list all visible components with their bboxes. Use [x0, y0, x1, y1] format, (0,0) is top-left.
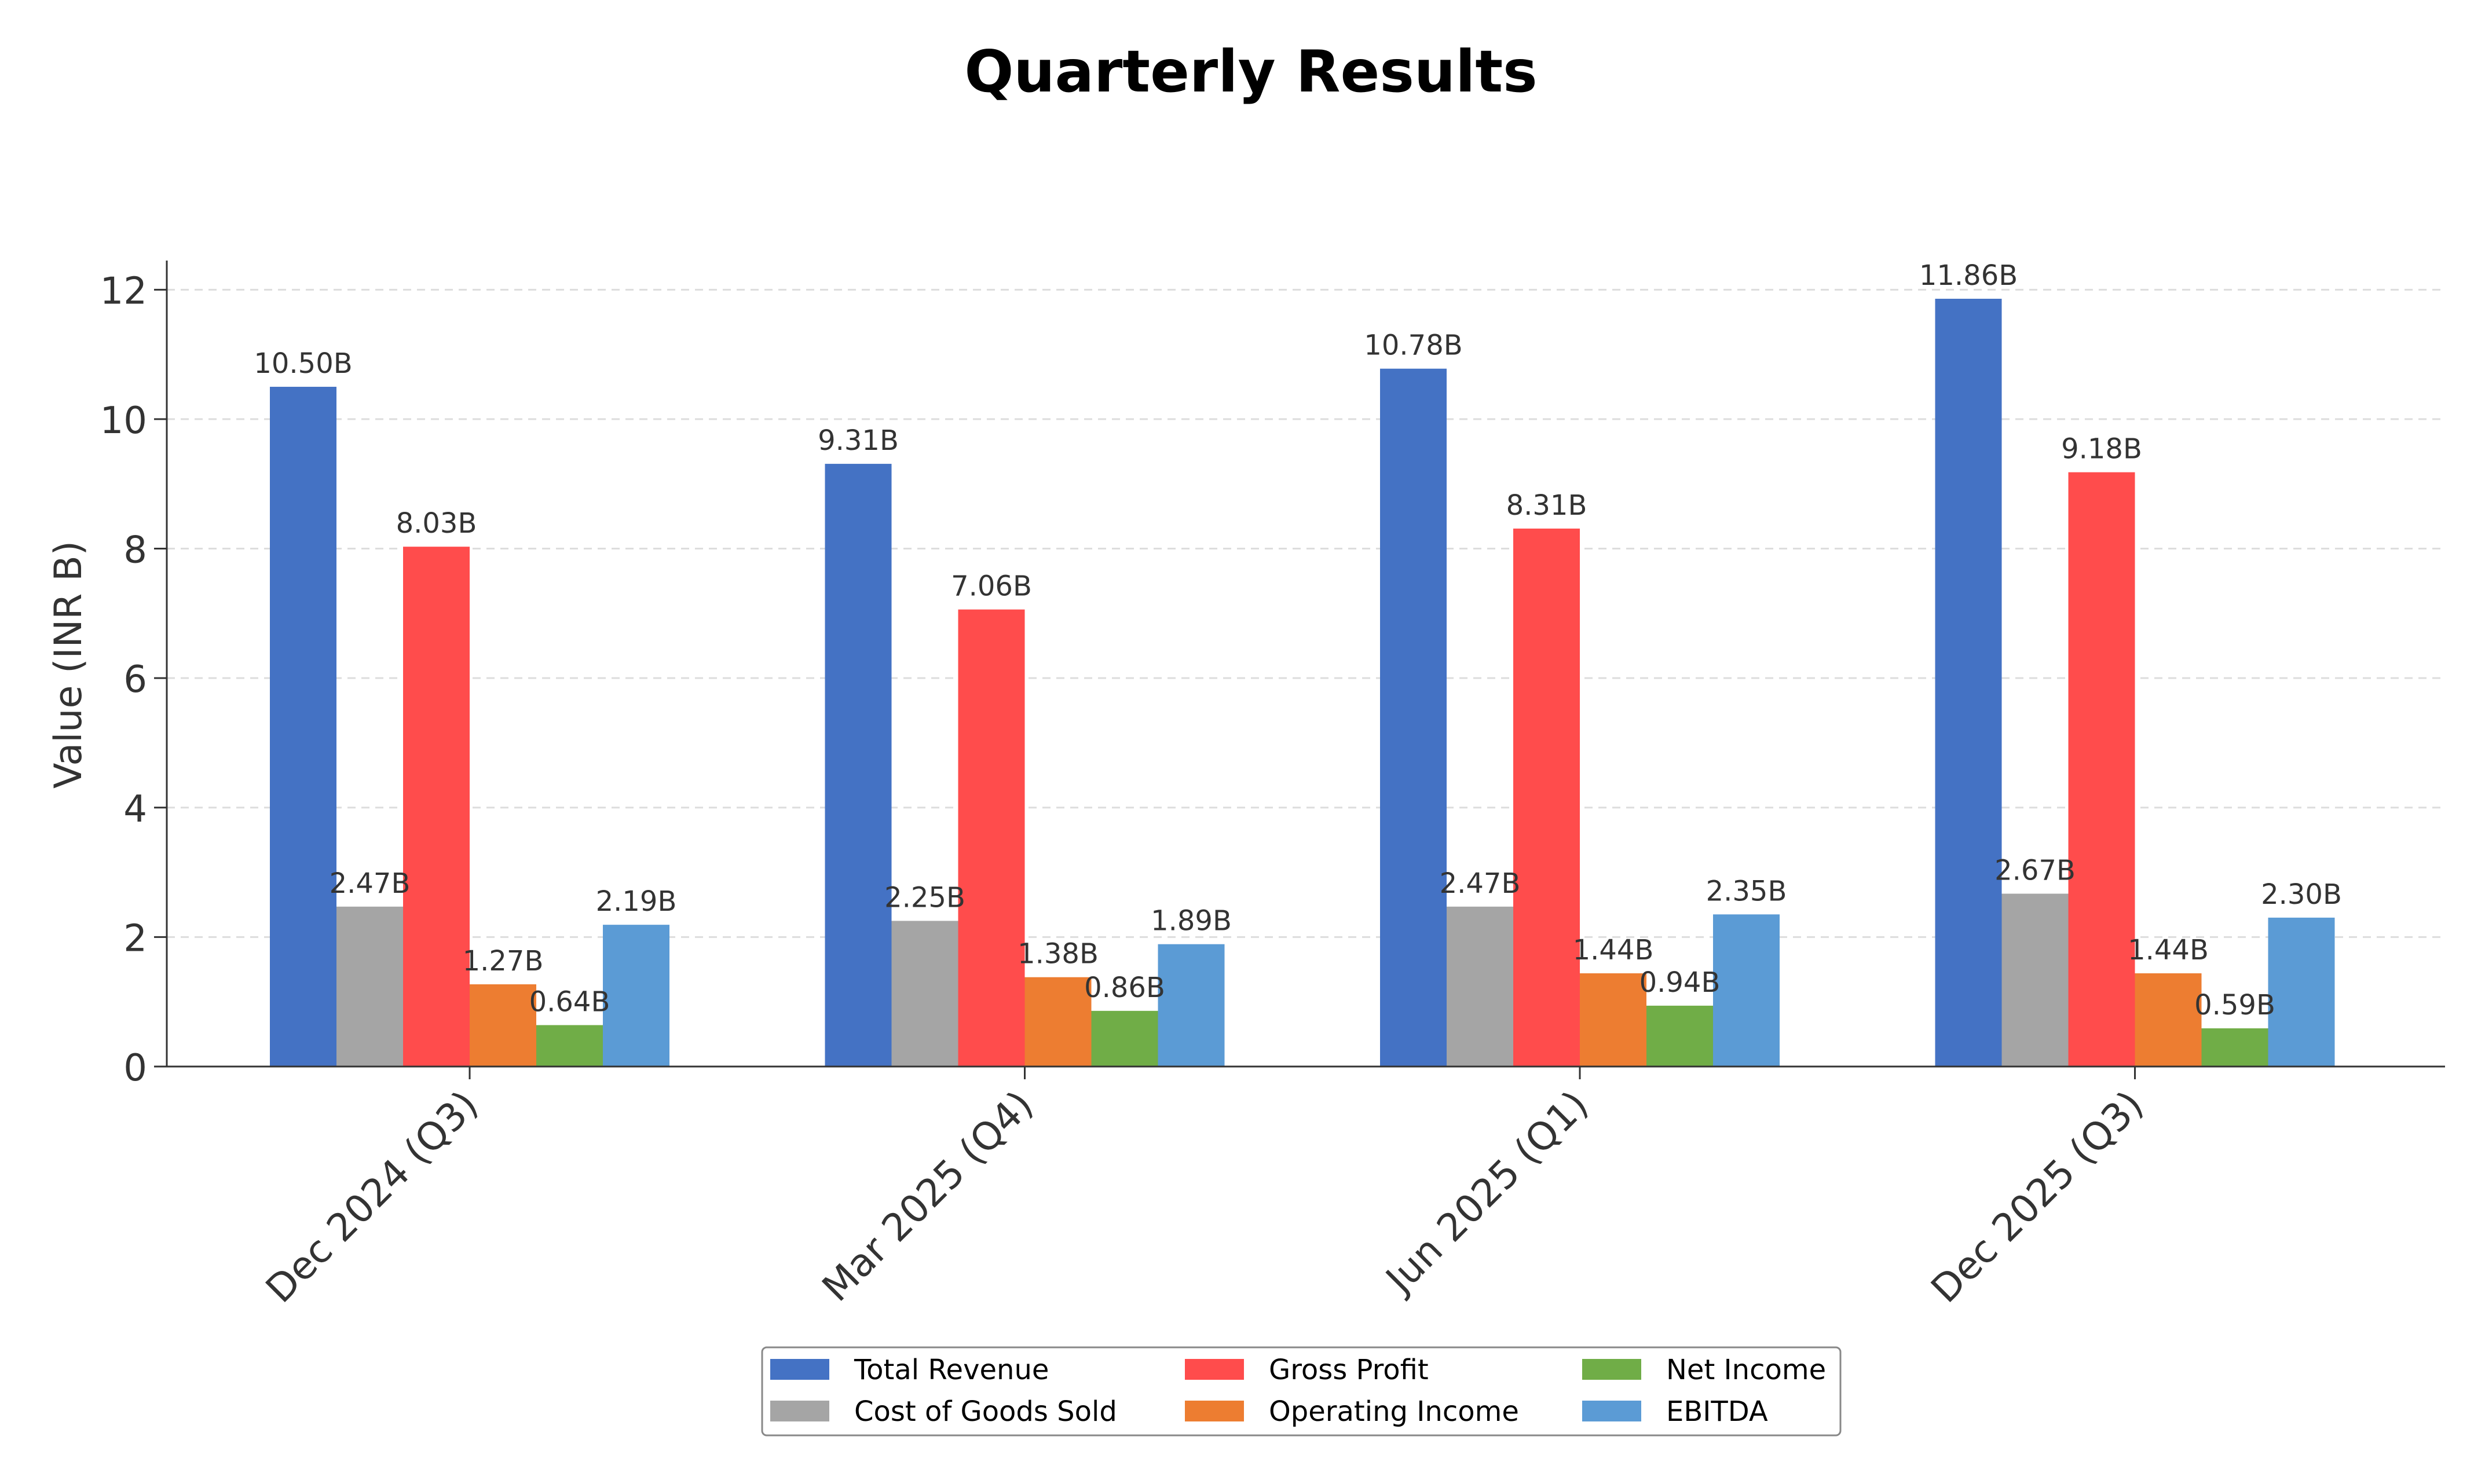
bar-ebitda: [1713, 914, 1780, 1067]
bar-value-label: 10.78B: [1364, 329, 1462, 362]
bar-operating-income: [1024, 977, 1092, 1067]
legend-entry-label: Net Income: [1666, 1354, 1826, 1386]
legend-swatch: [1185, 1359, 1244, 1380]
bar-value-label: 1.44B: [1573, 934, 1654, 966]
bar-net-income: [1091, 1010, 1158, 1067]
legend: Total Revenue Cost of Goods Sold Gross Pro…: [761, 1346, 1842, 1437]
y-tick-label: 6: [123, 658, 147, 701]
bar-value-label: 2.19B: [596, 885, 677, 918]
bar-gross-profit: [2068, 472, 2135, 1067]
bar-total-revenue: [270, 387, 336, 1067]
bar-value-label: 9.31B: [818, 424, 899, 457]
bar-value-label: 8.31B: [1506, 489, 1587, 522]
bar-value-label: 1.89B: [1151, 905, 1232, 937]
bar-gross-profit: [1513, 528, 1580, 1067]
bar-value-label: 11.86B: [1919, 259, 2018, 292]
bar-ebitda: [1158, 944, 1225, 1067]
legend-swatch: [1582, 1401, 1641, 1421]
y-tick-label: 12: [100, 270, 147, 313]
legend-swatch: [770, 1401, 829, 1421]
bar-value-label: 7.06B: [951, 570, 1032, 603]
bar-operating-income: [1580, 973, 1646, 1067]
x-tick-label: Dec 2024 (Q3): [257, 1082, 486, 1311]
bars: [270, 298, 2335, 1067]
bar-net-income: [2201, 1028, 2268, 1067]
legend-frame: [761, 1346, 1842, 1437]
bar-cost-of-goods-sold: [891, 921, 958, 1067]
bar-gross-profit: [403, 547, 470, 1067]
bar-net-income: [1646, 1005, 1713, 1067]
bar-value-label: 0.86B: [1084, 972, 1165, 1004]
bar-value-label: 10.50B: [254, 347, 352, 380]
bar-total-revenue: [825, 464, 892, 1067]
bar-value-label: 2.35B: [1706, 875, 1787, 907]
grid-lines: [167, 288, 2445, 938]
x-tick-label: Mar 2025 (Q4): [814, 1082, 1042, 1310]
y-tick-label: 0: [123, 1047, 147, 1090]
y-tick-label: 8: [123, 529, 147, 572]
bar-value-label: 2.25B: [884, 881, 965, 914]
bar-value-label: 2.47B: [1440, 867, 1521, 900]
bar-value-label: 8.03B: [396, 507, 477, 540]
legend-entry-label: Cost of Goods Sold: [854, 1395, 1117, 1428]
bar-value-label: 2.30B: [2261, 878, 2342, 911]
bar-net-income: [536, 1025, 603, 1067]
bar-value-label: 0.94B: [1639, 966, 1721, 999]
legend-entry-label: Gross Profit: [1269, 1354, 1429, 1386]
bar-gross-profit: [958, 609, 1025, 1067]
bar-ebitda: [2268, 917, 2335, 1067]
bar-value-label: 0.59B: [2194, 989, 2275, 1021]
x-tick-label: Jun 2025 (Q1): [1376, 1082, 1597, 1303]
x-tick-labels: Dec 2024 (Q3) Mar 2025 (Q4) Jun 2025 (Q1) D…: [257, 1067, 2152, 1311]
bar-operating-income: [2135, 973, 2202, 1067]
bar-value-label: 1.44B: [2128, 934, 2209, 966]
bar-value-label: 2.47B: [330, 867, 411, 900]
bar-cost-of-goods-sold: [1447, 906, 1513, 1067]
bar-value-label: 1.27B: [463, 945, 544, 977]
bar-cost-of-goods-sold: [2001, 893, 2069, 1067]
legend-entry-label: Operating Income: [1269, 1395, 1519, 1428]
bar-cost-of-goods-sold: [336, 906, 403, 1067]
y-tick-label: 4: [123, 788, 147, 831]
y-tick-labels: 0 2 4 6 8 10 12: [100, 270, 167, 1090]
legend-entry-label: Total Revenue: [854, 1354, 1049, 1386]
bar-value-label: 1.38B: [1018, 938, 1099, 970]
y-axis-label: Value (INR B): [47, 541, 90, 789]
bar-value-label: 2.67B: [1994, 854, 2076, 886]
x-tick-label: Dec 2025 (Q3): [1923, 1082, 2152, 1311]
y-tick-label: 10: [100, 400, 147, 442]
bar-value-labels: 10.50B 2.47B 8.03B 1.27B 0.64B 2.19B 9.31B 2.25…: [254, 259, 2342, 1021]
axes: [166, 261, 2445, 1068]
chart-title: Quarterly Results: [964, 38, 1537, 105]
legend-swatch: [1582, 1359, 1641, 1380]
legend-swatch: [1185, 1401, 1244, 1421]
bar-value-label: 9.18B: [2061, 433, 2142, 466]
bar-total-revenue: [1935, 298, 2002, 1067]
bar-value-label: 0.64B: [529, 985, 610, 1018]
bar-ebitda: [603, 925, 669, 1067]
legend-swatch: [770, 1359, 829, 1380]
y-tick-label: 2: [123, 917, 147, 960]
legend-entry-label: EBITDA: [1666, 1395, 1768, 1428]
bar-total-revenue: [1380, 368, 1447, 1067]
bar-operating-income: [470, 984, 536, 1067]
